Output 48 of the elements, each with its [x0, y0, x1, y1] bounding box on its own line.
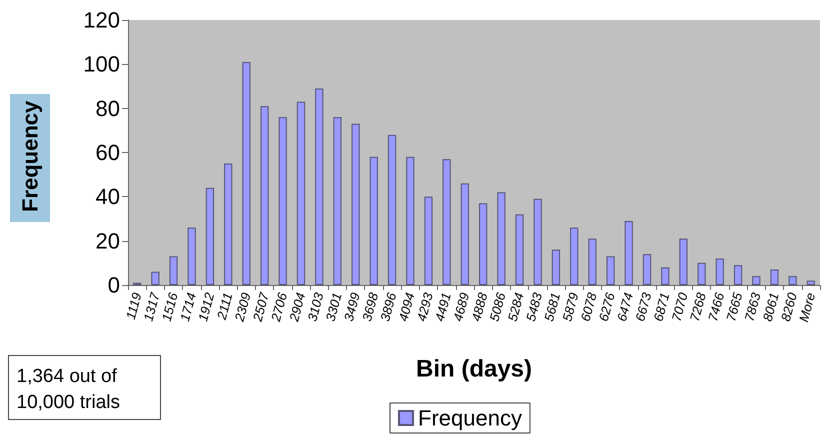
- bar: [296, 102, 306, 285]
- bar: [460, 183, 469, 285]
- bar: [570, 228, 578, 285]
- bar: [169, 256, 178, 285]
- bar: [442, 159, 451, 285]
- bar: [661, 267, 670, 285]
- y-tick-label: 0: [108, 272, 120, 298]
- bar: [552, 250, 560, 285]
- bar: [734, 265, 742, 285]
- bar: [206, 188, 214, 285]
- bar: [370, 156, 378, 285]
- bar: [788, 276, 797, 285]
- bar: [497, 192, 506, 285]
- bar: [406, 156, 414, 285]
- bar: [424, 196, 433, 285]
- bar: [752, 276, 760, 285]
- bar: [151, 272, 160, 285]
- bar: [224, 164, 232, 285]
- bar: [698, 262, 706, 285]
- bar: [242, 62, 250, 285]
- bar: [606, 256, 615, 285]
- bar: [352, 124, 360, 285]
- y-axis-title: Frequency: [18, 100, 42, 212]
- bar: [333, 117, 342, 285]
- bar: [770, 270, 779, 285]
- bar: [679, 238, 688, 285]
- y-tick-label: 80: [96, 96, 120, 121]
- text: 1,364 out of 10,000 trials: [16, 366, 120, 413]
- bar: [388, 134, 396, 285]
- bar: [260, 106, 269, 285]
- bar: [588, 238, 596, 285]
- bar: [806, 280, 815, 285]
- y-tick-label: 60: [96, 140, 120, 165]
- y-tick-label: 20: [96, 228, 120, 254]
- bar: [479, 203, 488, 285]
- bar: [188, 228, 196, 285]
- x-axis-title: Bin (days): [416, 356, 532, 382]
- legend-label: Frequency: [418, 406, 522, 430]
- y-tick-label: 120: [83, 8, 120, 32]
- bar: [534, 198, 542, 285]
- bar: [716, 258, 724, 285]
- bar: [278, 117, 287, 285]
- bar: [515, 214, 524, 285]
- bar: [315, 88, 324, 285]
- bar: [642, 254, 652, 285]
- bar: [624, 220, 633, 285]
- y-tick-label: 40: [96, 184, 120, 210]
- y-tick-label: 100: [83, 52, 120, 77]
